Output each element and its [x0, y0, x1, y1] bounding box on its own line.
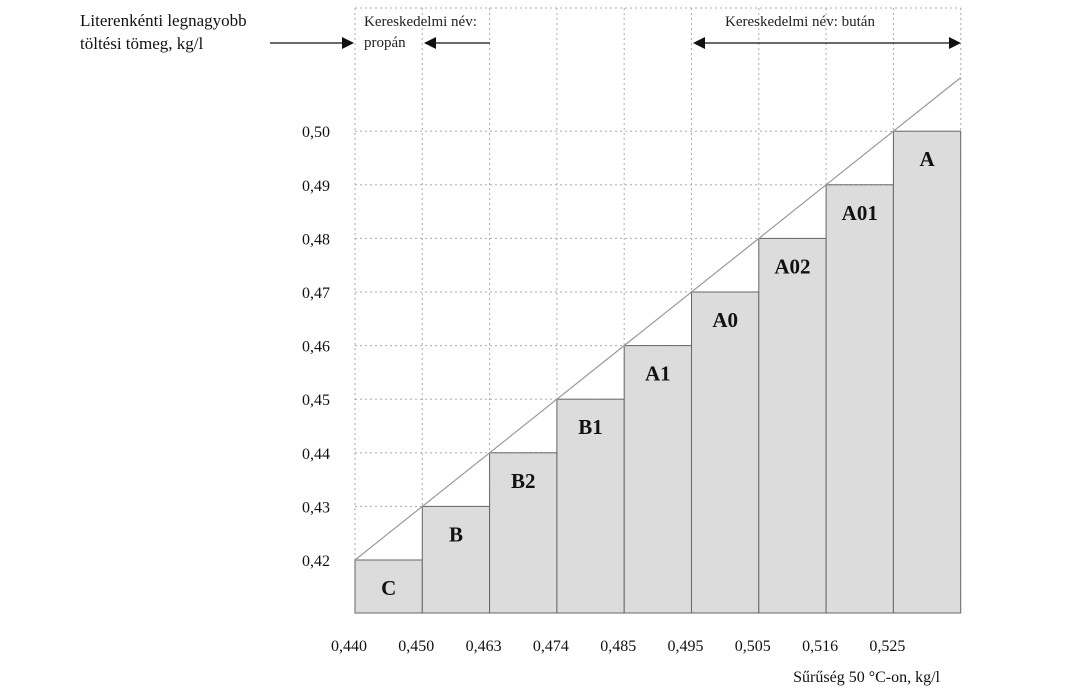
- bar-A1: [623, 345, 693, 614]
- y-axis-label-line2: töltési tömeg, kg/l: [80, 34, 204, 53]
- y-tick-label: 0,47: [302, 285, 330, 302]
- x-axis-label: Sűrűség 50 °C-on, kg/l: [793, 669, 940, 686]
- y-tick-label: 0,42: [302, 553, 330, 570]
- bar-A0: [691, 291, 760, 614]
- x-tick-label: 0,440: [331, 638, 367, 655]
- propane-annotation-line2: propán: [364, 35, 406, 51]
- y-tick-labels: 0,42 0,43 0,44 0,45 0,46 0,47 0,48 0,49 0,50: [302, 124, 330, 570]
- bar-B1: [556, 398, 625, 614]
- butane-annotation: Kereskedelmi név: bután: [725, 14, 875, 30]
- x-tick-label: 0,463: [466, 638, 502, 655]
- bar-label-A01: A01: [842, 201, 878, 225]
- bar-A02: [758, 237, 827, 614]
- y-tick-label: 0,49: [302, 178, 330, 195]
- diagonal-line: [354, 77, 962, 561]
- y-axis-label-line1: Literenkénti legnagyobb: [80, 11, 247, 30]
- bar-label-B2: B2: [511, 469, 536, 493]
- grid: [354, 7, 962, 613]
- x-tick-label: 0,495: [668, 638, 704, 655]
- y-tick-label: 0,46: [302, 339, 330, 356]
- x-tick-label: 0,450: [398, 638, 434, 655]
- bar-B2: [489, 452, 558, 614]
- y-tick-label: 0,45: [302, 392, 330, 409]
- y-tick-label: 0,50: [302, 124, 330, 141]
- arrows: [270, 37, 961, 49]
- arrow-head: [424, 37, 436, 49]
- x-tick-label: 0,505: [735, 638, 771, 655]
- arrow-head: [949, 37, 961, 49]
- x-tick-labels: 0,440 0,450 0,463 0,474 0,485 0,495 0,505 0,516…: [331, 638, 905, 655]
- arrow-head: [693, 37, 705, 49]
- bar-label-A02: A02: [774, 254, 810, 278]
- propane-annotation-line1: Kereskedelmi név:: [364, 14, 477, 30]
- bars: C B B2 B1 A1 A0 A02 A01 A: [354, 130, 962, 614]
- bar-A01: [825, 184, 894, 614]
- bar-B: [421, 505, 491, 614]
- y-tick-label: 0,44: [302, 446, 330, 463]
- x-tick-label: 0,474: [533, 638, 569, 655]
- x-tick-label: 0,516: [802, 638, 838, 655]
- bar-A: [892, 130, 962, 614]
- bar-label-C: C: [381, 576, 396, 600]
- bar-label-A1: A1: [645, 362, 671, 386]
- bar-label-A: A: [919, 147, 935, 171]
- bar-label-A0: A0: [712, 308, 738, 332]
- y-tick-label: 0,48: [302, 231, 330, 248]
- diagonal: [354, 77, 962, 561]
- x-tick-label: 0,485: [600, 638, 636, 655]
- x-tick-label: 0,525: [869, 638, 905, 655]
- arrow-head: [342, 37, 354, 49]
- y-tick-label: 0,43: [302, 499, 330, 516]
- annotations: Kereskedelmi név: propán Kereskedelmi né…: [364, 14, 875, 51]
- bar-label-B: B: [449, 522, 463, 546]
- bar-label-B1: B1: [578, 415, 603, 439]
